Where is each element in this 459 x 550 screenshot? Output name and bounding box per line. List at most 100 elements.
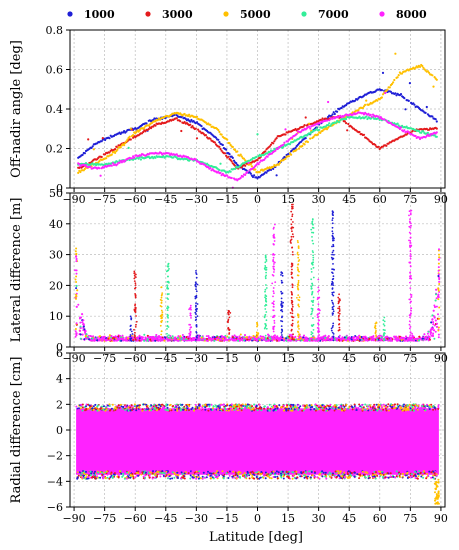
lateral-spike-point [296,330,299,333]
lateral-point [217,339,220,341]
lateral-spike-point [333,268,335,271]
lateral-spike-point [166,284,169,287]
lateral-spike-point [280,300,283,303]
lateral-point [202,337,205,340]
point-5000 [431,74,434,77]
lateral-spike-point [317,339,320,342]
lateral-spike-point [332,322,335,325]
point-5000 [204,121,207,124]
lateral-spike-point [195,325,198,328]
lateral-point [340,339,343,342]
lateral-spike-point [133,280,136,282]
point-1000 [83,152,86,155]
point-3000 [244,164,247,167]
lateral-spike-point [332,243,335,246]
lateral-spike-point [166,280,169,283]
lateral-spike-point [195,316,197,319]
point-8000 [99,174,102,177]
lateral-spike-point [338,312,341,315]
lateral-point [343,336,346,339]
lateral-spike-point [310,278,313,281]
point-1000 [353,99,357,102]
point-1000 [434,118,437,121]
lateral-point [239,333,242,336]
point-8000 [284,128,287,131]
lateral-point [300,339,303,342]
lateral-spike-point [290,238,293,241]
point-1000 [258,176,261,179]
lateral-spike-point [263,316,266,319]
lateral-spike-point [273,300,275,303]
lateral-point [101,339,104,342]
lateral-point [104,339,107,341]
lateral-spike-point [281,306,283,309]
lateral-point [360,338,363,341]
lateral-spike-point [265,268,268,271]
point-8000 [130,157,134,160]
lateral-spike-point [291,233,294,236]
lateral-spike-point [273,254,276,256]
lateral-spike-point [189,312,192,315]
lateral-spike-point [167,263,170,266]
lateral-point [217,337,219,340]
lateral-spike-point [273,335,276,337]
lateral-spike-point [297,254,300,256]
lateral-spike-point [296,285,299,288]
lateral-spike-point [297,283,300,285]
lateral-point [237,338,240,340]
point-5000 [234,148,237,152]
point-3000 [227,155,230,158]
lateral-point [252,335,255,337]
lateral-spike-point [134,276,137,278]
lateral-point [79,321,82,324]
lateral-spike-point [280,279,283,282]
lateral-point [425,335,428,338]
lateral-spike-point [131,333,134,335]
lateral-point [368,337,371,340]
lateral-spike-point [265,319,268,322]
lateral-point [123,339,126,342]
lateral-point [406,337,409,340]
lateral-spike-point [129,315,132,318]
lateral-point [347,338,349,341]
lateral-point [314,339,316,342]
lateral-spike-point [291,319,294,322]
lateral-point [396,339,399,342]
lateral-point [431,334,434,337]
point-7000 [139,158,142,161]
lateral-spike-point [161,319,164,322]
lateral-point [379,338,382,341]
point-1000 [331,113,334,116]
point-7000 [318,128,321,131]
lateral-spike-point [331,251,334,254]
lateral-spike-point [332,239,334,242]
lateral-spike-point [332,294,335,297]
lateral-point [302,336,305,339]
lateral-point [386,335,388,338]
point-5000 [421,64,424,68]
lateral-point [400,336,402,339]
point-8000 [282,143,285,146]
point-1000 [381,71,385,74]
lateral-spike-point [331,253,333,256]
lateral-spike-point [311,307,314,310]
point-3000 [213,141,216,144]
point-1000 [195,121,199,124]
lateral-point [350,338,353,341]
lateral-point [238,335,241,338]
lateral-spike-point [291,324,294,327]
lateral-point [400,339,403,342]
lateral-spike-point [133,272,136,274]
lateral-spike-point [195,338,197,341]
point-7000 [162,155,165,158]
point-1000 [232,159,236,162]
point-3000 [377,145,380,148]
lateral-spike-point [280,292,283,295]
lateral-point [322,338,325,341]
lateral-spike-point [331,234,334,237]
lateral-point [213,339,216,342]
lateral-spike-point [161,313,164,316]
lateral-spike-point [296,274,299,277]
point-8000 [325,119,329,122]
lateral-point [222,337,225,340]
